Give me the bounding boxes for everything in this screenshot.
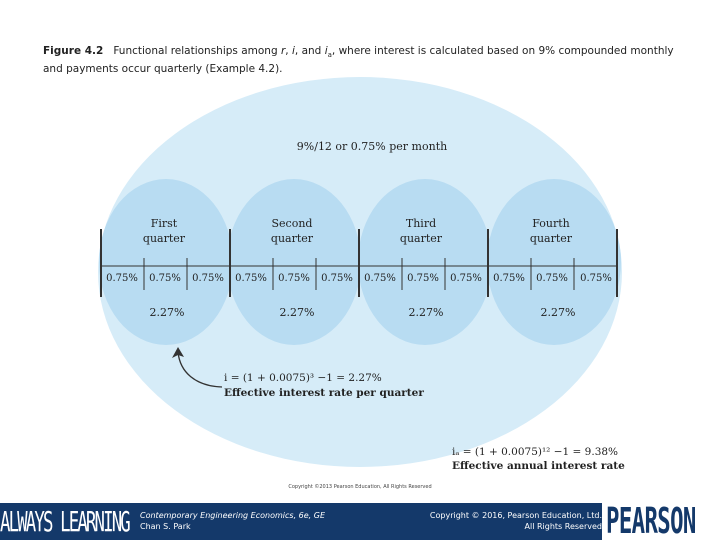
month-rate-7: 0.75% (364, 273, 396, 284)
caption-ia: i (324, 45, 328, 57)
annual-formula: iₐ = (1 + 0.0075)¹² −1 = 9.38% (452, 446, 618, 458)
annual-formula-caption: Effective annual interest rate (452, 460, 625, 472)
quarter-formula: i = (1 + 0.0075)³ −1 = 2.27% (224, 372, 382, 384)
always-learning-logo: ALWAYS LEARNING (0, 505, 131, 538)
book-author: Chan S. Park (140, 522, 191, 531)
quarter-2-rate: 2.27% (280, 306, 315, 319)
month-rate-5: 0.75% (278, 273, 310, 284)
timeline (100, 229, 618, 297)
interest-diagram: 9%/12 or 0.75% per month First quarter S… (98, 77, 625, 490)
month-rate-4: 0.75% (235, 273, 267, 284)
month-rate-6: 0.75% (321, 273, 353, 284)
copyright-line1: Copyright © 2016, Pearson Education, Ltd… (429, 511, 602, 520)
quarter-3-line1: Third (406, 217, 436, 230)
quarter-3-rate: 2.27% (409, 306, 444, 319)
book-info: Contemporary Engineering Economics, 6e, … (140, 510, 325, 532)
curved-arrow (177, 351, 223, 388)
month-rate-1: 0.75% (106, 273, 138, 284)
quarter-1-rate: 2.27% (150, 306, 185, 319)
month-rate-9: 0.75% (450, 273, 482, 284)
figure-label: Figure 4.2 (43, 45, 104, 57)
month-rate-2: 0.75% (149, 273, 181, 284)
caption-sep1: , (285, 45, 292, 57)
quarter-formula-caption: Effective interest rate per quarter (224, 387, 424, 399)
quarter-2-line1: Second (272, 217, 313, 230)
caption-text-post: , where interest is calculated based on … (43, 45, 674, 76)
arrow-head (172, 347, 184, 358)
month-rate-8: 0.75% (407, 273, 439, 284)
caption-r: r (280, 45, 286, 57)
pearson-logo-text: PEARSON (606, 501, 696, 542)
quarter-1-line1: First (151, 217, 178, 230)
quarter-4-rate: 2.27% (541, 306, 576, 319)
caption-i: i (291, 45, 295, 57)
quarter-ellipse-2 (227, 179, 361, 345)
book-title: Contemporary Engineering Economics, 6e, … (140, 511, 326, 520)
pearson-logo: PEARSON (602, 503, 720, 540)
caption-ia-sub: a (327, 51, 332, 60)
month-rate-3: 0.75% (192, 273, 224, 284)
copyright-line2: All Rights Reserved (524, 522, 602, 531)
quarter-ellipse-3 (358, 179, 492, 345)
month-rate-11: 0.75% (536, 273, 568, 284)
quarter-ellipse-4 (487, 179, 621, 345)
caption-text-pre: Functional relationships among (113, 45, 281, 57)
quarter-4-line2: quarter (530, 232, 573, 245)
caption-sep2: , and (294, 45, 325, 57)
quarter-ellipse-1 (99, 179, 233, 345)
footer-bar: ALWAYS LEARNING Contemporary Engineering… (0, 503, 720, 540)
figure-caption: Figure 4.2 Functional relationships amon… (43, 44, 683, 76)
month-rate-10: 0.75% (493, 273, 525, 284)
monthly-rate-label: 9%/12 or 0.75% per month (297, 140, 447, 153)
quarter-1-line2: quarter (143, 232, 186, 245)
month-rate-12: 0.75% (580, 273, 612, 284)
figure-copyright: Copyright ©2013 Pearson Education, All R… (288, 483, 431, 490)
quarter-4-line1: Fourth (532, 217, 570, 230)
quarter-3-line2: quarter (400, 232, 443, 245)
footer-copyright: Copyright © 2016, Pearson Education, Ltd… (430, 510, 602, 532)
quarter-2-line2: quarter (271, 232, 314, 245)
